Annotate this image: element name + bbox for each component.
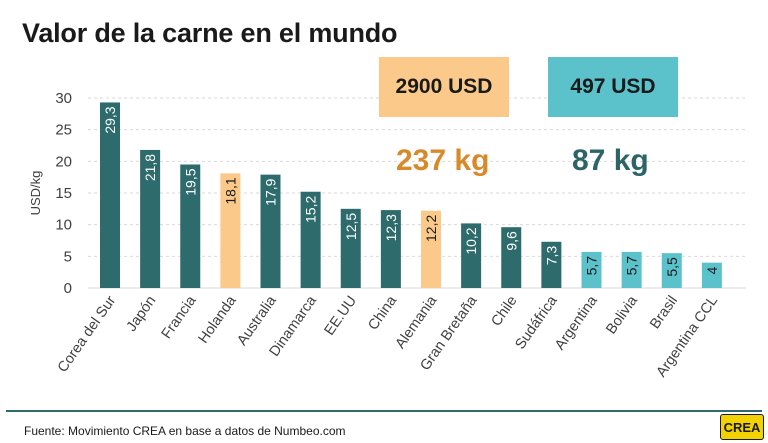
chart-title: Valor de la carne en el mundo — [22, 18, 398, 48]
data-label: 12,5 — [343, 213, 359, 240]
bar — [541, 241, 562, 288]
price-callout-box: 2900 USD — [379, 57, 509, 117]
source-note: Fuente: Movimiento CREA en base a datos … — [24, 424, 346, 438]
bar — [180, 164, 201, 288]
y-tick-label: 20 — [55, 153, 72, 170]
data-label: 5,7 — [584, 256, 600, 276]
x-tick-label: Japón — [124, 293, 160, 335]
data-label: 29,3 — [102, 106, 118, 133]
bar — [661, 253, 682, 288]
weight-callout: 237 kg — [396, 144, 490, 177]
bar — [501, 227, 522, 288]
x-tick-label: Holanda — [196, 292, 241, 346]
bar — [461, 223, 482, 288]
crea-logo-text: CREA — [723, 419, 761, 435]
data-label: 17,9 — [263, 178, 279, 205]
data-label: 7,3 — [543, 246, 559, 266]
bar — [140, 149, 161, 288]
data-label: 21,8 — [142, 154, 158, 181]
x-tick-label: Corea del Sur — [55, 293, 120, 376]
y-tick-label: 10 — [55, 217, 72, 234]
x-tick-label: EE.UU — [321, 293, 360, 338]
bar — [100, 102, 120, 288]
footer-divider — [6, 410, 762, 412]
bar — [380, 210, 401, 288]
bar — [300, 191, 321, 288]
bar — [701, 262, 722, 288]
data-label: 19,5 — [182, 168, 198, 195]
bar — [581, 251, 602, 288]
bar — [260, 174, 281, 288]
y-tick-label: 15 — [55, 185, 72, 202]
bar — [421, 210, 441, 288]
price-callout-text: 2900 USD — [395, 75, 493, 98]
crea-logo: CREA — [720, 414, 764, 440]
bar — [220, 173, 241, 288]
price-callout-box: 497 USD — [548, 57, 678, 117]
data-label: 5,5 — [664, 257, 680, 277]
x-tick-label: Bolivia — [603, 292, 641, 337]
bar-chart: 0 5 10 15 20 25 30 USD/kg 29,3 Corea del Sur 21,8 J… — [28, 90, 746, 380]
y-tick-label: 25 — [55, 122, 72, 139]
x-tick-label: Chile — [488, 293, 520, 329]
data-label: 4 — [704, 266, 720, 274]
x-tick-label: China — [365, 292, 400, 333]
data-label: 10,2 — [463, 227, 479, 254]
bar — [621, 251, 642, 288]
x-tick-label: Brasil — [647, 293, 681, 332]
data-label: 5,7 — [624, 256, 640, 276]
y-tick-label: 5 — [64, 248, 72, 265]
data-label: 12,2 — [423, 215, 439, 242]
y-axis-label: USD/kg — [28, 171, 43, 216]
x-tick-label: Francia — [159, 292, 200, 342]
y-tick-label: 0 — [64, 280, 72, 297]
data-label: 15,2 — [303, 196, 319, 223]
bar — [340, 208, 361, 288]
data-label: 12,3 — [383, 214, 399, 241]
weight-callout: 87 kg — [572, 144, 649, 177]
y-tick-label: 30 — [55, 90, 72, 107]
data-label: 18,1 — [222, 177, 238, 204]
price-callout-text: 497 USD — [570, 75, 656, 98]
data-label: 9,6 — [503, 231, 519, 251]
